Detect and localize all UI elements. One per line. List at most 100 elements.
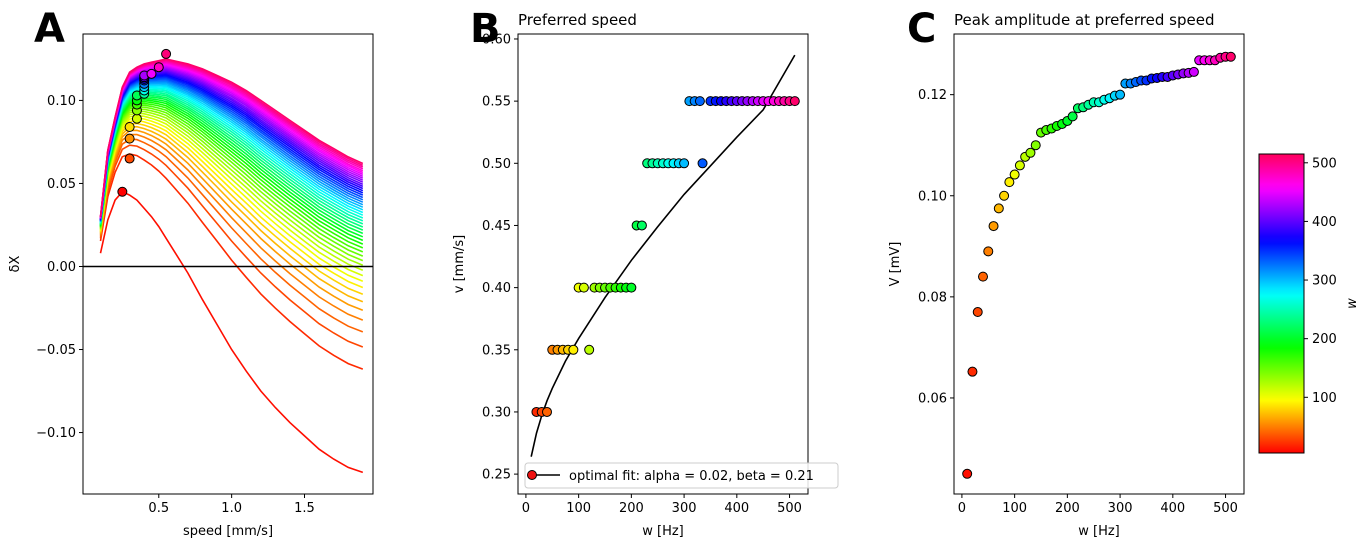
preferred-speed-marker — [153, 62, 164, 73]
x-tick-label: 1.5 — [294, 501, 315, 516]
delta-x-curve — [99, 110, 364, 267]
preferred-speed-marker — [124, 153, 135, 164]
preferred-speed-marker — [124, 133, 135, 144]
delta-x-curve — [99, 104, 364, 253]
y-tick-label: 0.50 — [482, 157, 511, 172]
peak-amplitude-point — [967, 366, 978, 377]
panel-a-letter: A — [34, 6, 65, 52]
preferred-speed-point — [679, 158, 690, 169]
peak-amplitude-point — [993, 203, 1004, 214]
preferred-speed-point — [626, 282, 637, 293]
colorbar-tick-label: 300 — [1312, 274, 1337, 289]
x-tick-label: 400 — [1160, 501, 1185, 516]
panel-b: B Preferred speed 0 100 200 300 400 500 0.25 0.… — [452, 6, 839, 539]
panel-b-y-axis-label: v [mm/s] — [452, 235, 467, 293]
x-tick-label: 100 — [1002, 501, 1027, 516]
preferred-speed-point — [789, 96, 800, 107]
y-tick-label: −0.10 — [36, 426, 76, 441]
panel-a-axes: 0.5 1.0 1.5 −0.10 −0.05 0.00 0.05 0.10 — [36, 33, 374, 516]
y-tick-label: 0.55 — [482, 95, 511, 110]
axes-frame — [953, 33, 1245, 495]
preferred-speed-marker — [131, 113, 142, 124]
axes-frame — [517, 33, 809, 495]
peak-amplitude-point — [1014, 160, 1025, 171]
x-tick-label: 200 — [619, 501, 644, 516]
y-tick-label: 0.35 — [482, 343, 511, 358]
panel-b-letter: B — [470, 6, 501, 52]
panel-b-title: Preferred speed — [518, 11, 637, 29]
peak-amplitude-point — [988, 221, 999, 232]
peak-amplitude-point — [1025, 147, 1036, 158]
legend-label: optimal fit: alpha = 0.02, beta = 0.21 — [569, 469, 814, 484]
y-tick-label: 0.10 — [47, 94, 76, 109]
panel-a-x-axis-label: speed [mm/s] — [183, 524, 273, 539]
delta-x-curve — [99, 144, 364, 348]
panel-c-plot-area — [962, 51, 1236, 479]
colorbar-tick-label: 500 — [1312, 156, 1337, 171]
delta-x-curve — [99, 108, 364, 262]
panel-c-x-axis-label: w [Hz] — [1078, 524, 1120, 539]
x-tick-label: 0.5 — [148, 501, 169, 516]
colorbar-tick-label: 200 — [1312, 332, 1337, 347]
panel-a-plot-area — [83, 48, 373, 474]
colorbar: 100 200 300 400 500 w — [1258, 153, 1360, 454]
colorbar-tick-label: 100 — [1312, 391, 1337, 406]
peak-amplitude-point — [1225, 51, 1236, 62]
colorbar-gradient — [1258, 153, 1305, 454]
axes-frame — [82, 33, 374, 495]
panel-a: A 0.5 1.0 1.5 −0.10 −0.05 0.00 0.05 0.10 speed … — [8, 6, 374, 539]
panel-c: C Peak amplitude at preferred speed 0 100… — [888, 6, 1245, 539]
x-tick-label: 1.0 — [221, 501, 242, 516]
delta-x-curve — [99, 102, 364, 249]
peak-amplitude-point — [1067, 111, 1078, 122]
delta-x-curve — [99, 106, 364, 257]
y-tick-label: −0.05 — [36, 343, 76, 358]
x-tick-label: 400 — [724, 501, 749, 516]
panel-c-title: Peak amplitude at preferred speed — [954, 11, 1214, 29]
preferred-speed-marker — [146, 68, 157, 79]
y-tick-label: 0.40 — [482, 281, 511, 296]
y-tick-label: 0.06 — [918, 391, 947, 406]
panel-c-letter: C — [907, 6, 936, 52]
panel-c-y-axis-label: V [mV] — [888, 242, 903, 287]
colorbar-tick-label: 400 — [1312, 215, 1337, 230]
y-tick-label: 0.08 — [918, 290, 947, 305]
y-tick-label: 0.00 — [47, 260, 76, 275]
peak-amplitude-point — [972, 307, 983, 318]
delta-x-curve — [99, 114, 364, 277]
y-tick-label: 0.05 — [47, 177, 76, 192]
panel-b-x-axis-label: w [Hz] — [642, 524, 684, 539]
x-tick-label: 500 — [777, 501, 802, 516]
x-tick-label: 200 — [1055, 501, 1080, 516]
delta-x-curve — [99, 112, 364, 272]
preferred-speed-marker — [161, 48, 172, 59]
x-tick-label: 500 — [1213, 501, 1238, 516]
preferred-speed-marker — [117, 186, 128, 197]
x-tick-label: 0 — [522, 501, 530, 516]
panel-a-y-axis-label: δX — [8, 255, 23, 272]
y-tick-label: 0.25 — [482, 468, 511, 483]
legend-frame — [524, 462, 839, 489]
peak-amplitude-point — [1030, 140, 1041, 151]
preferred-speed-point — [636, 220, 647, 231]
y-tick-label: 0.45 — [482, 219, 511, 234]
preferred-speed-point — [697, 158, 708, 169]
delta-x-curve — [99, 190, 364, 474]
colorbar-ticks: 100 200 300 400 500 — [1304, 156, 1337, 406]
y-tick-label: 0.10 — [918, 189, 947, 204]
y-tick-label: 0.30 — [482, 405, 511, 420]
preferred-speed-point — [584, 344, 595, 355]
fit-curve — [530, 54, 796, 457]
delta-x-curve — [99, 117, 364, 283]
panel-b-legend: optimal fit: alpha = 0.02, beta = 0.21 — [524, 462, 839, 489]
panel-c-axes: 0 100 200 300 400 500 0.06 0.08 0.10 0.12 — [918, 33, 1245, 516]
x-tick-label: 300 — [1108, 501, 1133, 516]
panel-b-plot-area — [530, 54, 800, 457]
x-tick-label: 300 — [672, 501, 697, 516]
preferred-speed-point — [694, 96, 705, 107]
preferred-speed-point — [542, 406, 552, 417]
peak-amplitude-point — [962, 468, 973, 479]
peak-amplitude-point — [1004, 177, 1015, 188]
preferred-speed-marker — [124, 121, 135, 132]
